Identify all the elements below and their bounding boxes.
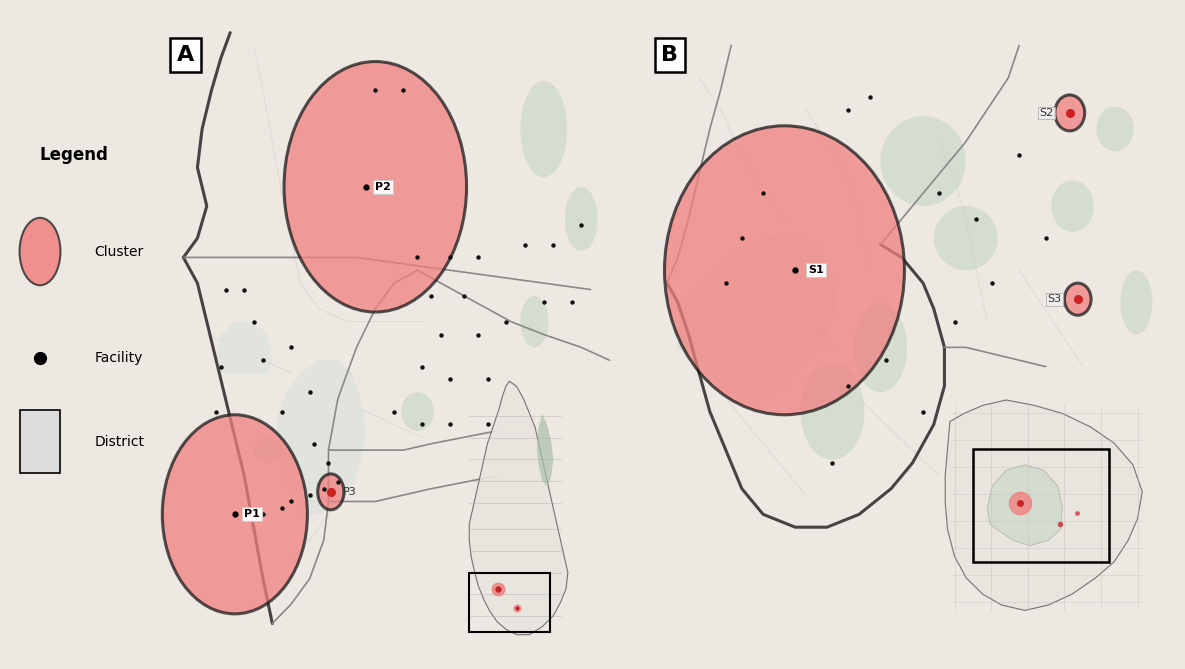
- Ellipse shape: [520, 296, 549, 347]
- FancyBboxPatch shape: [19, 411, 60, 473]
- Ellipse shape: [1096, 106, 1134, 151]
- Ellipse shape: [934, 206, 998, 270]
- Circle shape: [1064, 283, 1091, 315]
- Text: District: District: [95, 435, 145, 449]
- Ellipse shape: [401, 392, 434, 431]
- Polygon shape: [987, 465, 1063, 546]
- Polygon shape: [537, 413, 553, 486]
- Ellipse shape: [565, 187, 597, 251]
- Text: A: A: [177, 45, 194, 65]
- Ellipse shape: [520, 81, 568, 177]
- Circle shape: [162, 415, 307, 614]
- Text: S2: S2: [1039, 108, 1053, 118]
- Text: B: B: [661, 45, 678, 65]
- Circle shape: [1055, 95, 1084, 131]
- Text: P2: P2: [376, 182, 391, 192]
- Polygon shape: [946, 400, 1142, 610]
- Polygon shape: [216, 322, 273, 373]
- Text: S1: S1: [808, 266, 825, 275]
- Ellipse shape: [853, 302, 908, 392]
- Text: Cluster: Cluster: [95, 245, 143, 258]
- Polygon shape: [678, 231, 838, 399]
- Ellipse shape: [801, 363, 865, 460]
- Circle shape: [665, 126, 904, 415]
- Ellipse shape: [254, 438, 282, 463]
- Polygon shape: [277, 360, 366, 514]
- Text: S3: S3: [1048, 294, 1062, 304]
- Circle shape: [284, 62, 467, 312]
- Bar: [469, 573, 550, 632]
- Ellipse shape: [1121, 270, 1152, 334]
- Bar: [973, 448, 1109, 562]
- Text: Legend: Legend: [39, 147, 109, 164]
- Ellipse shape: [1051, 181, 1094, 231]
- Ellipse shape: [880, 116, 966, 206]
- Text: P3: P3: [342, 487, 357, 497]
- Text: Facility: Facility: [95, 351, 143, 365]
- Polygon shape: [469, 381, 568, 635]
- Text: P1: P1: [244, 509, 260, 519]
- Circle shape: [318, 474, 344, 510]
- Ellipse shape: [19, 218, 60, 285]
